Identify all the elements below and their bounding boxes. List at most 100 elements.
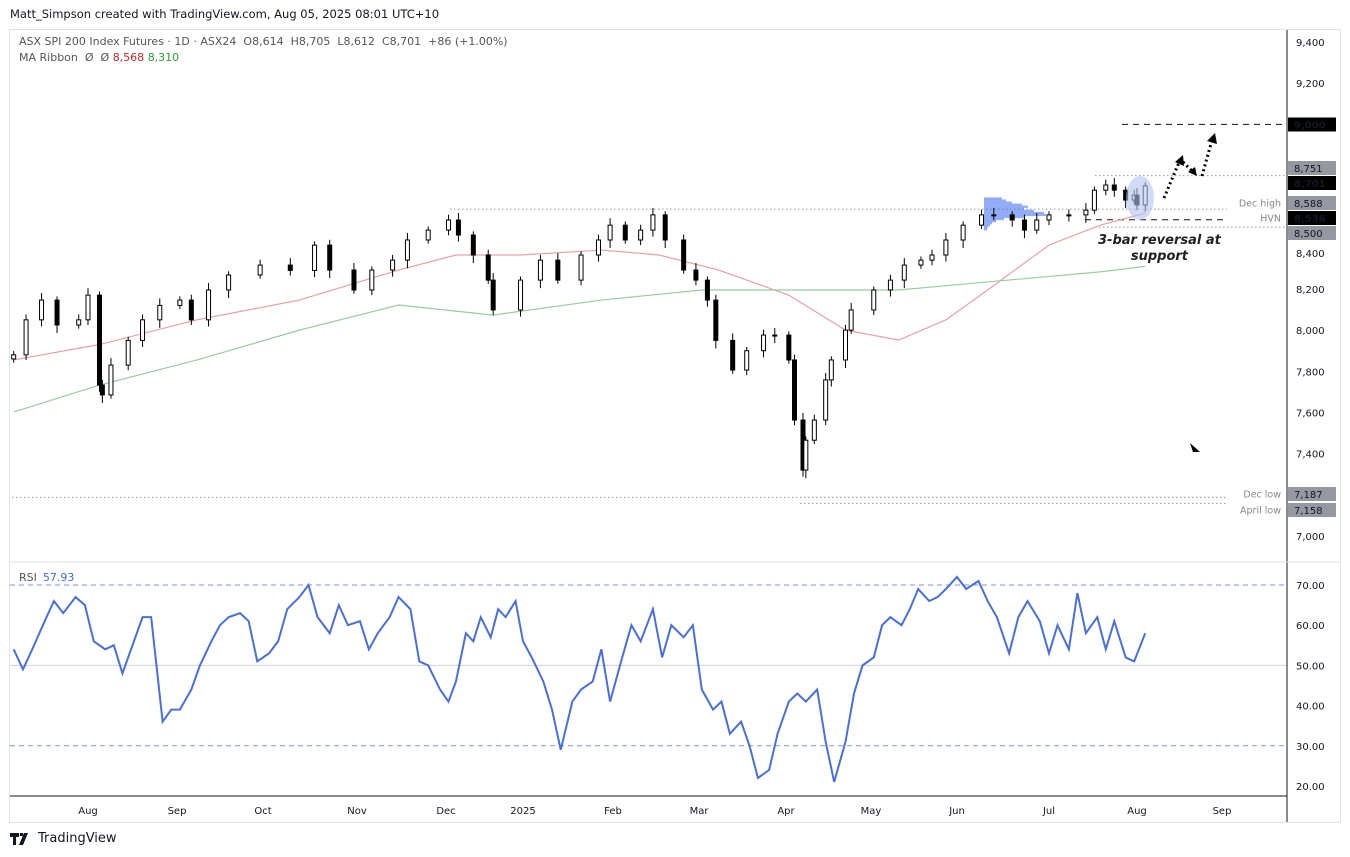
candle-body: [887, 279, 893, 291]
candle-body: [662, 214, 668, 241]
candle-body: [772, 334, 778, 337]
candle-body: [425, 229, 431, 241]
candle-body: [979, 214, 985, 226]
level-price-label: 8,701: [1294, 179, 1326, 190]
candle-body: [929, 254, 935, 261]
rsi-tick-label: 50.00: [1296, 661, 1325, 672]
candle-body: [312, 244, 318, 271]
time-tick-label: Oct: [254, 806, 271, 817]
time-tick-label: Mar: [690, 806, 710, 817]
rsi-label: RSI: [19, 571, 37, 584]
candle-body: [828, 359, 834, 381]
candle-body: [704, 279, 710, 301]
level-price-box: [1288, 226, 1336, 240]
candle-body: [622, 224, 628, 241]
dotted-arrow-up-2: [1200, 139, 1214, 177]
candle-body: [226, 274, 232, 291]
time-tick-label: Apr: [777, 806, 795, 817]
volume-profile-bar: [984, 197, 1002, 200]
candle-body: [713, 299, 719, 341]
arrowhead-icon: [1188, 167, 1197, 176]
level-price-box: [1288, 211, 1336, 225]
level-price-label: 8,751: [1294, 164, 1323, 175]
candle-body: [85, 294, 91, 321]
candle-body: [607, 224, 613, 241]
volume-profile-bar: [984, 222, 992, 225]
candle-body: [54, 299, 60, 326]
candle-body: [1021, 219, 1027, 231]
ma-red-value: 8,568: [112, 51, 145, 64]
candle-body: [1083, 209, 1089, 216]
candle-body: [786, 334, 792, 361]
candle-body: [650, 214, 656, 231]
candle-body: [744, 350, 750, 371]
candle-body: [1066, 214, 1072, 217]
candle-body: [595, 239, 601, 256]
time-tick-label: May: [861, 806, 882, 817]
highlight-ellipse: [1126, 176, 1154, 220]
level-price-label: 7,158: [1294, 506, 1323, 517]
candle-body: [1046, 214, 1052, 221]
level-name-label: Dec high: [1239, 199, 1281, 210]
candle-body: [1103, 184, 1109, 191]
candle-body: [99, 384, 105, 396]
volume-profile-bar: [984, 220, 996, 223]
level-price-label: 7,187: [1294, 490, 1323, 501]
candle-body: [125, 339, 131, 366]
level-price-box: [1288, 503, 1336, 517]
arrowhead-icon: [1175, 155, 1184, 166]
time-tick-label: Dec: [436, 806, 455, 817]
time-tick-label: Aug: [1127, 806, 1147, 817]
close-value: C8,701: [381, 35, 422, 48]
candle-body: [843, 329, 848, 361]
candle-body: [1009, 214, 1015, 221]
candle-body: [404, 239, 410, 261]
candle-body: [108, 364, 114, 396]
level-price-label: 9,000: [1294, 121, 1326, 132]
candle-body: [485, 254, 491, 281]
volume-profile-bar: [984, 213, 1046, 217]
candle-body: [811, 419, 817, 441]
candle-body: [901, 264, 907, 281]
volume-profile-bar: [984, 201, 1012, 204]
candle-body: [960, 224, 966, 241]
level-price-box: [1288, 176, 1336, 190]
candle-body: [188, 299, 194, 321]
volume-profile-bar: [984, 199, 1006, 202]
candle-body: [23, 319, 29, 356]
candle-body: [555, 259, 561, 281]
time-tick-label: Jun: [948, 806, 965, 817]
rsi-tick-label: 20.00: [1296, 782, 1325, 793]
candle-body: [578, 254, 584, 281]
candle-body: [206, 289, 212, 321]
open-value: O8,614: [243, 35, 284, 48]
tradingview-logo[interactable]: TradingView: [10, 831, 117, 846]
candle-body: [490, 279, 496, 311]
rsi-tick-label: 60.00: [1296, 621, 1325, 632]
time-tick-label: Nov: [347, 806, 367, 817]
ma-green-value: 8,310: [147, 51, 180, 64]
high-value: H8,705: [290, 35, 331, 48]
time-tick-label: Feb: [604, 806, 622, 817]
price-tick-label: 7,000: [1296, 532, 1325, 543]
candle-body: [1034, 219, 1040, 231]
level-name-label: HVN: [1260, 214, 1281, 225]
volume-profile-bar: [984, 209, 1034, 212]
level-name-label: April low: [1240, 506, 1281, 517]
candle-body: [257, 264, 263, 276]
volume-profile-bar: [984, 224, 990, 227]
candle-body: [943, 239, 949, 256]
candle-body: [1091, 189, 1097, 211]
candle-body: [96, 294, 102, 386]
symbol-legend: ASX SPI 200 Index Futures · 1D · ASX24 O…: [19, 35, 508, 48]
candle-body: [455, 219, 461, 236]
candle-body: [140, 319, 146, 341]
ma-green-line: [13, 265, 1146, 413]
credit-text: Matt_Simpson created with TradingView.co…: [10, 7, 440, 21]
candle-body: [991, 214, 997, 217]
symbol-line: ASX SPI 200 Index Futures · 1D · ASX24: [19, 35, 237, 48]
time-tick-label: Sep: [168, 806, 187, 817]
ma-red-line: [13, 212, 1146, 361]
candle-body: [327, 244, 333, 271]
